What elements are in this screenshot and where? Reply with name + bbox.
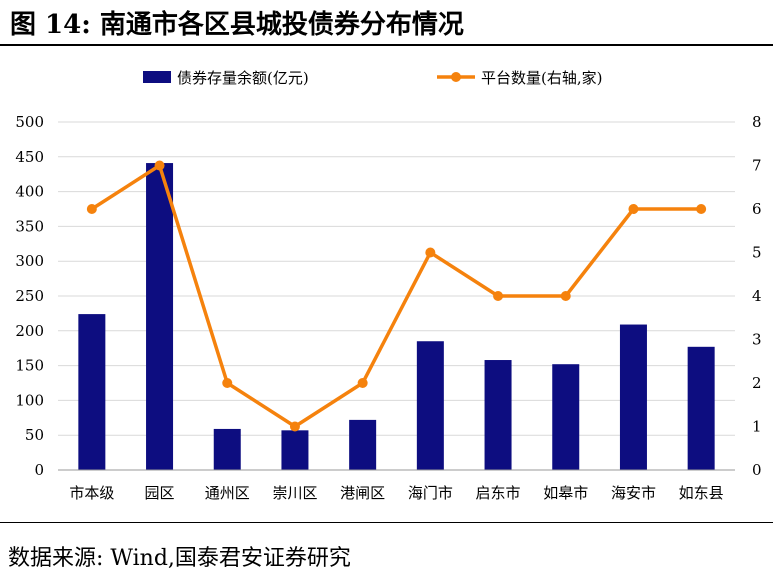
y2-tick-label: 4 (752, 287, 762, 305)
line-point (86, 204, 97, 214)
bar (416, 341, 444, 470)
y-tick-label: 0 (34, 461, 44, 479)
x-tick-label: 如皋市 (543, 484, 588, 502)
x-tick-label: 如东县 (679, 484, 724, 502)
y-tick-label: 200 (15, 322, 44, 340)
chart-title: 图 14: 南通市各区县城投债券分布情况 (10, 10, 464, 40)
line-point (560, 291, 571, 301)
legend: 债券存量余额(亿元) 平台数量(右轴,家) (143, 69, 602, 87)
bar (687, 346, 715, 470)
x-tick-label: 园区 (145, 484, 175, 502)
line-series (86, 160, 707, 432)
footer-rule (0, 522, 773, 523)
x-tick-label: 港闸区 (340, 484, 385, 502)
line-point (696, 204, 707, 214)
y2-tick-label: 5 (752, 244, 762, 262)
x-tick-label: 海安市 (611, 484, 656, 502)
x-tick-label: 海门市 (408, 484, 453, 502)
y2-tick-label: 8 (752, 113, 762, 131)
x-tick-label: 启东市 (476, 484, 521, 502)
bar-series (78, 163, 715, 470)
bar (349, 419, 377, 470)
combo-chart: 0 50 100 150 200 250 300 350 400 450 500 0 1 2 3 4 5 6 7 8 市… (15, 69, 761, 502)
x-tick-label: 市本级 (69, 484, 114, 502)
legend-label-line: 平台数量(右轴,家) (481, 69, 602, 87)
y-tick-label: 400 (15, 183, 44, 201)
y2-tick-label: 2 (752, 374, 762, 392)
bar (552, 364, 580, 470)
line-point (628, 204, 639, 214)
y-tick-label: 250 (15, 287, 44, 305)
bar (146, 163, 174, 470)
line-point (289, 421, 300, 432)
y2-tick-label: 0 (752, 461, 762, 479)
y2-tick-label: 7 (752, 157, 762, 175)
y-tick-label: 300 (15, 252, 44, 270)
bar (78, 314, 106, 470)
legend-marker-line (451, 72, 461, 82)
y-tick-label: 150 (15, 357, 44, 375)
legend-swatch-bar (143, 71, 171, 83)
bar (213, 428, 241, 470)
y-tick-label: 50 (25, 426, 44, 444)
source-note: 数据来源: Wind,国泰君安证券研究 (8, 546, 351, 571)
y2-tick-label: 3 (752, 331, 762, 349)
line-point (222, 378, 233, 388)
line-point (357, 378, 368, 388)
title-rule (0, 44, 773, 46)
axes: 0 50 100 150 200 250 300 350 400 450 500 0 1 2 3 4 5 6 7 8 市… (15, 113, 761, 502)
y-tick-label: 450 (15, 148, 44, 166)
y-tick-label: 500 (15, 113, 44, 131)
y-tick-label: 100 (15, 391, 44, 409)
bar (619, 324, 647, 470)
y-tick-label: 350 (15, 217, 44, 235)
x-tick-label: 通州区 (205, 484, 250, 502)
x-tick-label: 崇川区 (272, 484, 317, 502)
legend-label-bar: 债券存量余额(亿元) (177, 69, 309, 87)
y2-tick-label: 1 (752, 418, 762, 436)
bar (484, 360, 512, 470)
y2-tick-label: 6 (752, 200, 762, 218)
series-line (90, 163, 702, 429)
line-point (493, 291, 504, 301)
line-point (425, 247, 436, 258)
bar (281, 430, 309, 470)
line-point (154, 160, 165, 171)
